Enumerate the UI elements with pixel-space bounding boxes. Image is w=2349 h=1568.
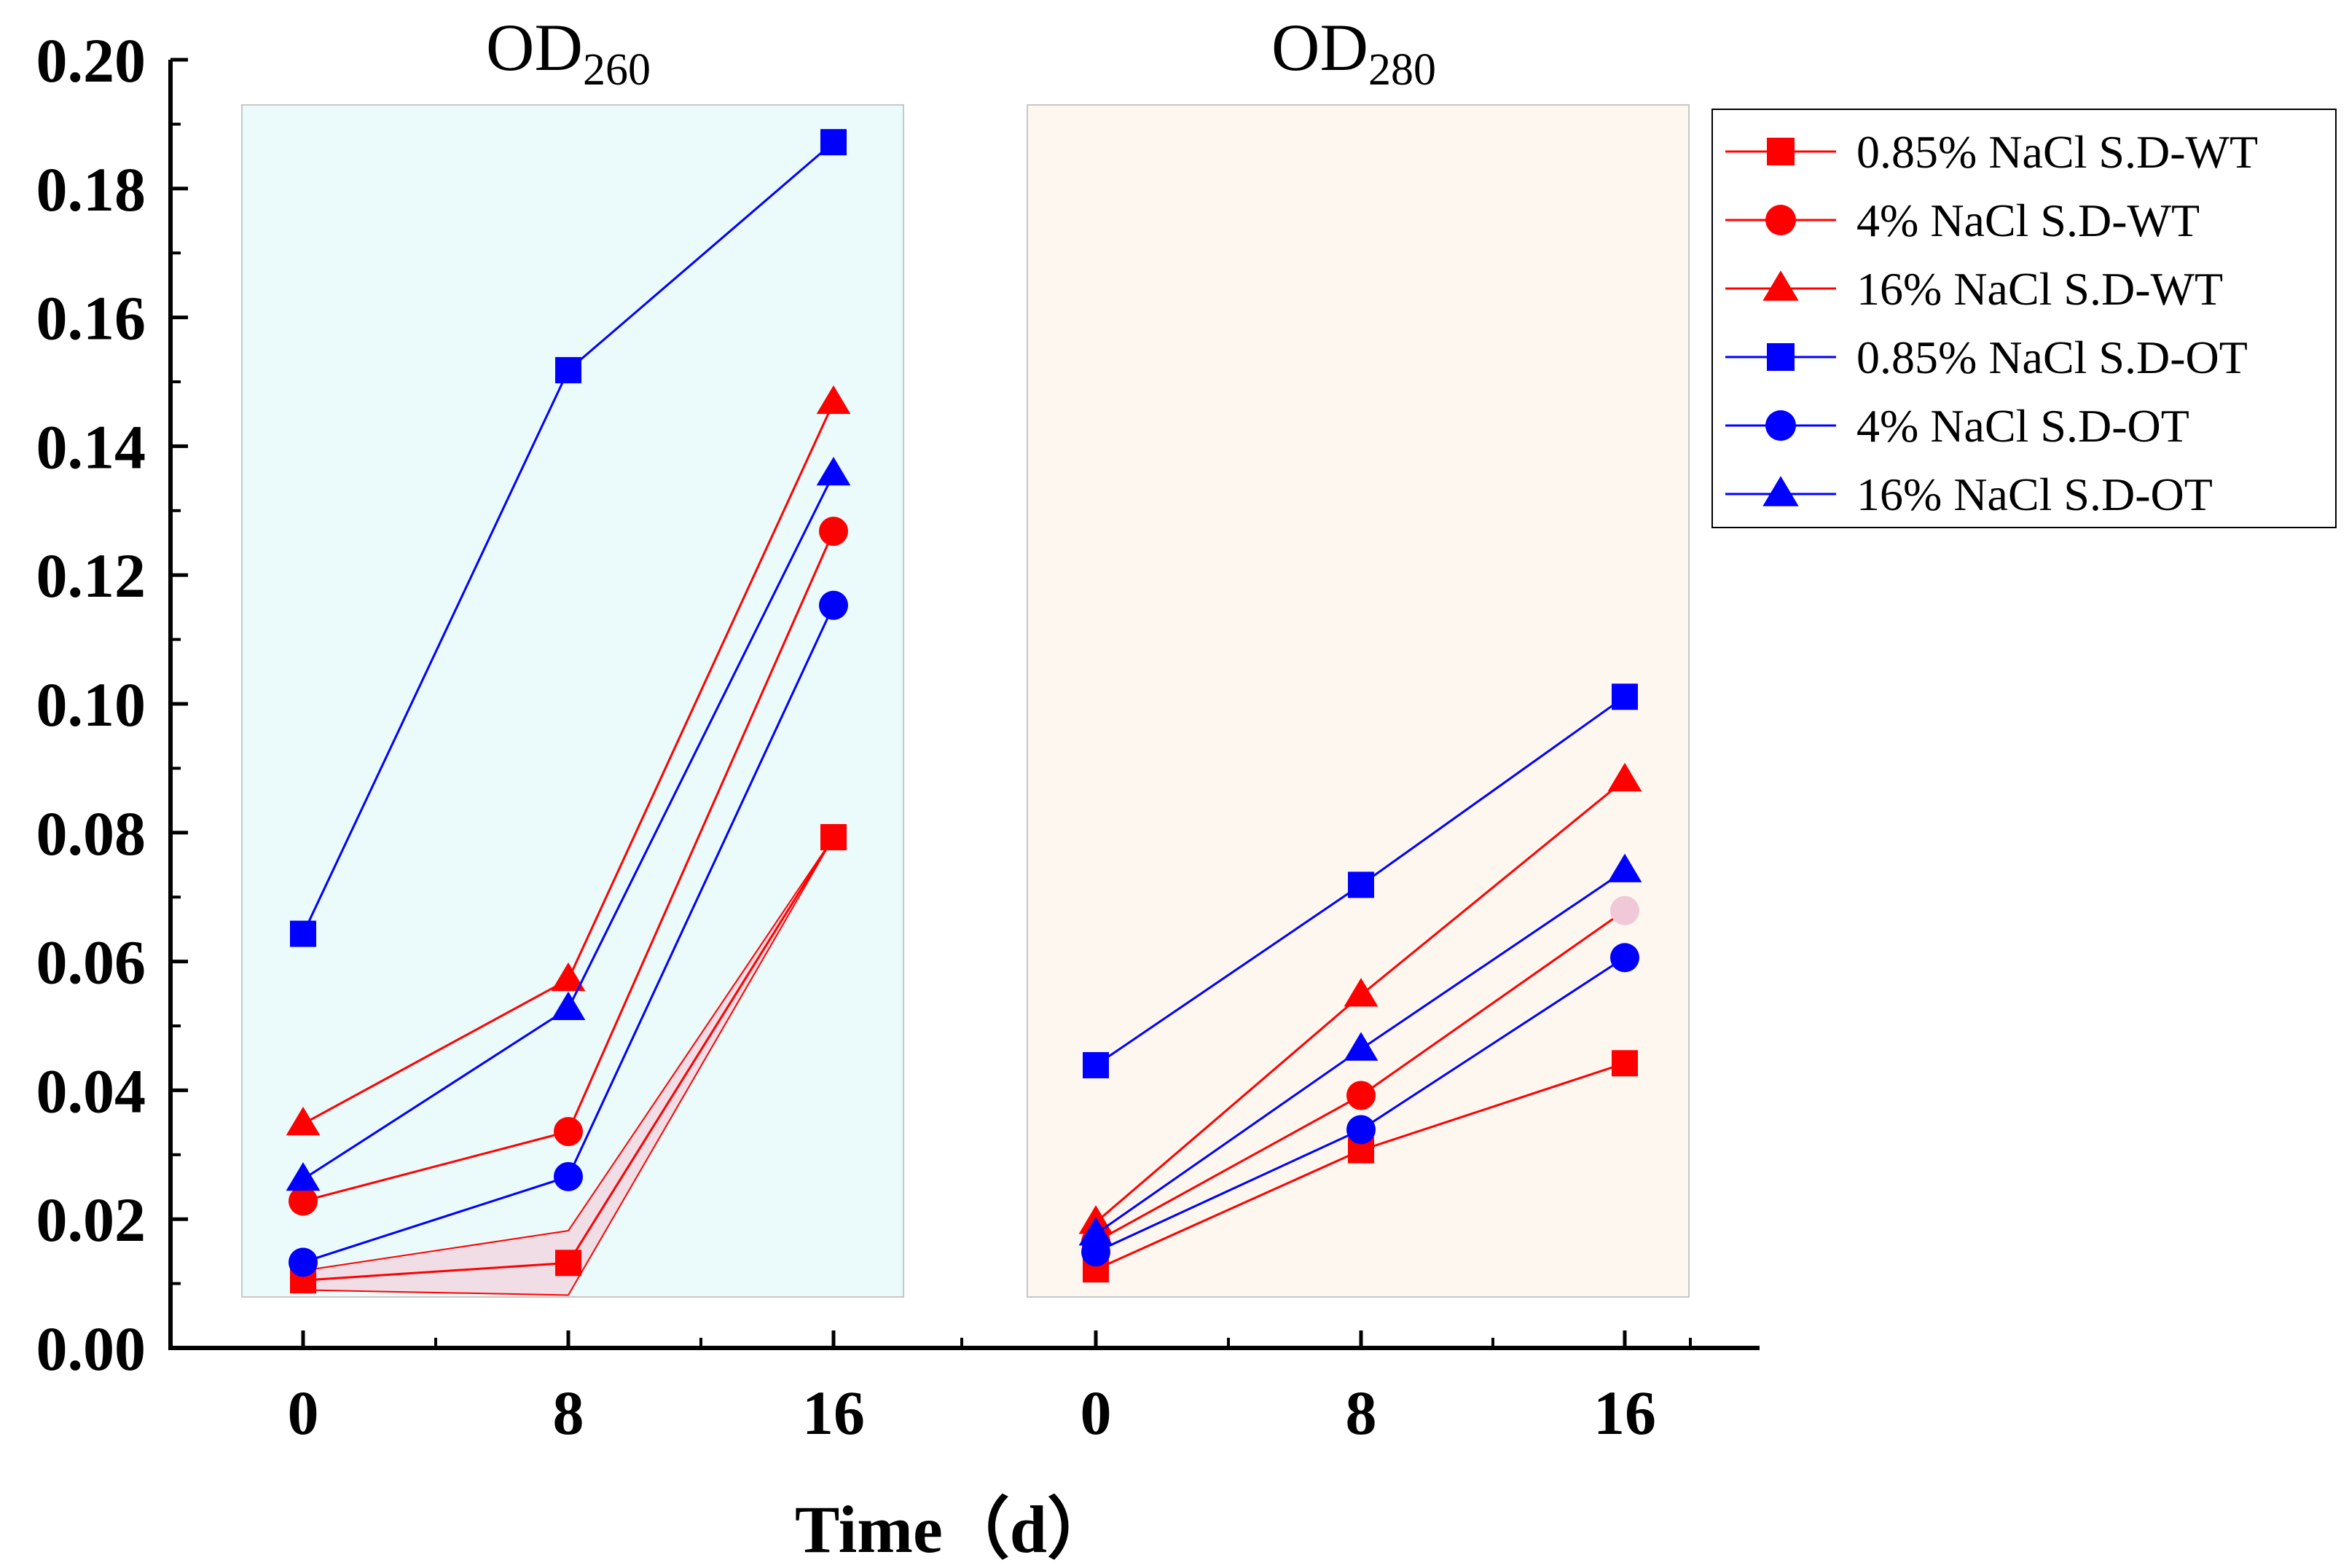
od260-data-point — [289, 1247, 318, 1277]
od260-data-point — [820, 129, 847, 156]
legend-label: 16% NaCl S.D-WT — [1856, 263, 2223, 315]
od280-data-point — [1083, 1051, 1109, 1078]
legend-marker — [1762, 270, 1799, 301]
legend-item: 4% NaCl S.D-WT — [1725, 195, 2200, 246]
legend-marker — [1765, 410, 1796, 441]
od280-data-point — [1612, 1050, 1638, 1077]
x-tick-label: 8 — [1346, 1378, 1377, 1448]
y-tick-label: 0.10 — [36, 670, 146, 740]
od280-series-6 — [1078, 853, 1642, 1246]
od260-panel-title: OD260 — [486, 10, 651, 95]
od280-series-1 — [1083, 1050, 1638, 1283]
y-tick-label: 0.04 — [36, 1056, 146, 1126]
legend-item: 0.85% NaCl S.D-OT — [1725, 332, 2248, 383]
legend-label: 16% NaCl S.D-OT — [1856, 469, 2213, 520]
od260-data-point — [816, 456, 851, 486]
x-axis-title: Time（d） — [795, 1492, 1114, 1567]
legend-label: 4% NaCl S.D-WT — [1856, 195, 2200, 246]
x-tick-label: 16 — [802, 1378, 865, 1448]
legend-marker — [1767, 343, 1795, 371]
od280-panel-title: OD280 — [1271, 10, 1436, 95]
y-tick-label: 0.02 — [36, 1185, 146, 1255]
od260-data-point — [289, 1186, 318, 1216]
legend-marker — [1762, 476, 1799, 506]
x-tick-label: 0 — [288, 1378, 319, 1448]
od280-data-point — [1612, 683, 1638, 710]
legend-item: 16% NaCl S.D-WT — [1725, 263, 2223, 315]
y-tick-label: 0.16 — [36, 283, 146, 353]
od260-data-point — [819, 517, 848, 546]
y-tick-label: 0.06 — [36, 928, 146, 997]
y-tick-label: 0.00 — [36, 1314, 146, 1384]
x-tick-label: 0 — [1081, 1378, 1112, 1448]
od260-series-2 — [289, 517, 848, 1216]
od260-data-point — [286, 1161, 321, 1191]
od280-data-point — [1078, 1217, 1113, 1246]
od260-series-3 — [286, 385, 851, 1136]
od260-data-point — [551, 962, 586, 992]
od260-data-point — [816, 385, 851, 415]
x-axis-ticks: 0 8 16 0 8 16 — [288, 1330, 1692, 1448]
od260-series-6 — [286, 456, 851, 1191]
od260-data-point — [555, 1250, 581, 1277]
od280-data-point — [1610, 943, 1639, 973]
od280-series-4 — [1083, 683, 1638, 1078]
x-tick-label: 16 — [1593, 1378, 1656, 1448]
y-tick-label: 0.18 — [36, 154, 146, 224]
od280-data-point — [1610, 895, 1639, 925]
y-tick-label: 0.14 — [36, 412, 146, 482]
legend-item: 4% NaCl S.D-OT — [1725, 400, 2189, 452]
legend-marker — [1765, 205, 1796, 235]
od260-data-point — [820, 823, 847, 850]
legend-label: 0.85% NaCl S.D-WT — [1856, 126, 2258, 178]
od280-data-point — [1344, 978, 1379, 1007]
od260-data-point — [555, 357, 581, 384]
legend-label: 0.85% NaCl S.D-OT — [1856, 332, 2248, 383]
od260-data-point — [554, 1116, 583, 1146]
y-tick-label: 0.12 — [36, 541, 146, 611]
od260-data-point — [551, 991, 586, 1021]
od280-data-point — [1346, 1115, 1376, 1145]
od260-data-point — [286, 1106, 321, 1136]
series-layer — [286, 129, 1642, 1294]
od260-data-point — [290, 920, 316, 947]
y-tick-label: 0.08 — [36, 799, 146, 869]
x-tick-label: 8 — [553, 1378, 584, 1448]
od280-data-point — [1344, 1032, 1379, 1061]
y-axis-ticks: 0.00 0.02 0.04 0.06 0.08 0.10 0.12 0.14 0.16 0.18… — [36, 26, 188, 1384]
od260-data-point — [819, 590, 848, 620]
y-tick-label: 0.20 — [36, 26, 146, 95]
legend-item: 0.85% NaCl S.D-WT — [1725, 126, 2258, 178]
od280-data-point — [1607, 853, 1642, 882]
legend-label: 4% NaCl S.D-OT — [1856, 400, 2189, 452]
legend-box — [1711, 109, 2337, 528]
od280-data-point — [1607, 762, 1642, 792]
od260-series-5 — [289, 590, 848, 1277]
od280-data-point — [1348, 871, 1374, 898]
od260-data-point — [554, 1161, 583, 1191]
od260-series-4 — [290, 129, 847, 947]
legend-item: 16% NaCl S.D-OT — [1725, 469, 2213, 520]
od280-data-point — [1346, 1081, 1376, 1110]
legend: 0.85% NaCl S.D-WT 4% NaCl S.D-WT 16% NaCl … — [1725, 126, 2258, 520]
legend-marker — [1767, 138, 1795, 165]
